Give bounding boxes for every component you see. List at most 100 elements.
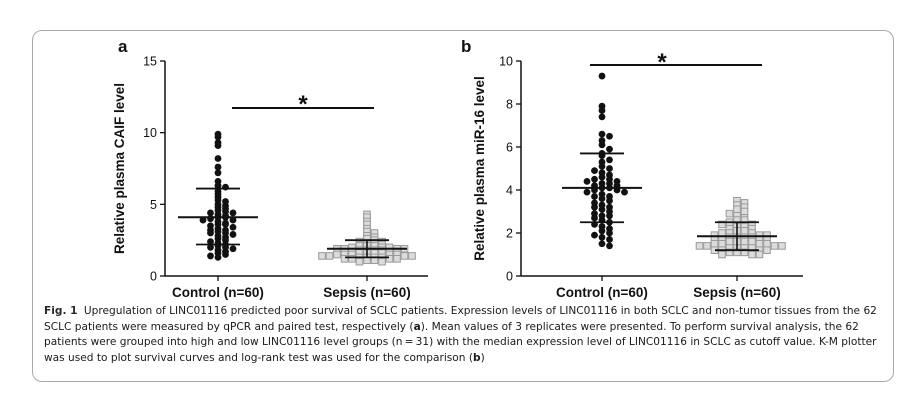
data-point — [718, 239, 726, 248]
data-point — [583, 178, 591, 185]
data-point — [725, 248, 734, 257]
data-point — [348, 255, 356, 263]
data-point — [770, 242, 779, 250]
data-point — [591, 214, 598, 222]
significance-star: * — [657, 49, 667, 76]
data-point — [740, 227, 749, 235]
y-tick-label: 5 — [150, 198, 157, 212]
data-point — [222, 221, 229, 228]
y-axis-title: Relative plasma CAIF level — [112, 83, 127, 254]
data-point — [214, 133, 222, 141]
data-point — [778, 242, 786, 250]
y-tick-label: 2 — [506, 227, 513, 241]
data-point — [591, 203, 598, 211]
data-point — [229, 216, 237, 224]
y-tick-label: 6 — [506, 141, 513, 155]
data-point — [591, 193, 598, 200]
data-point — [598, 72, 606, 80]
data-point — [408, 252, 416, 260]
data-point — [606, 132, 613, 140]
data-point — [718, 220, 726, 229]
x-tick-label: Sepsis (n=60) — [323, 285, 410, 300]
caption-ref-b: b — [472, 351, 481, 364]
data-point — [207, 252, 214, 260]
chart-panel-b: b Relative plasma miR-16 level 0 2 4 6 8 10 Cont… — [461, 37, 803, 300]
data-point — [318, 252, 326, 260]
caption-text-end: ) — [480, 351, 485, 364]
y-tick-label: 8 — [506, 98, 513, 112]
data-point — [591, 167, 598, 175]
data-point — [214, 155, 222, 162]
data-point — [606, 145, 613, 153]
data-point — [222, 183, 229, 191]
y-axis-title: Relative plasma miR-16 level — [472, 76, 487, 261]
caption-label: Fig. 1 — [44, 305, 78, 317]
caption-text-main: Upregulation of LINC01116 predicted poor… — [44, 305, 877, 333]
data-point — [606, 242, 613, 250]
data-point — [583, 188, 591, 196]
x-tick-label: Sepsis (n=60) — [693, 285, 780, 300]
data-point — [207, 238, 214, 246]
data-point — [755, 250, 764, 259]
data-point — [340, 255, 349, 263]
x-tick-label: Control (n=60) — [556, 285, 648, 300]
data-point — [207, 209, 214, 217]
data-point — [733, 205, 741, 214]
data-point — [740, 207, 749, 216]
y-tick-label: 10 — [143, 126, 157, 140]
caption-text-mid: ). Mean values of 3 replicates were pres… — [44, 320, 877, 364]
data-point — [763, 239, 771, 248]
data-point — [703, 242, 711, 250]
data-point — [207, 229, 214, 237]
data-point — [591, 175, 598, 183]
y-tick-label: 10 — [499, 55, 513, 69]
data-point — [621, 188, 628, 196]
data-point — [598, 113, 606, 121]
data-point — [606, 156, 613, 164]
data-point — [763, 246, 771, 254]
figure-frame — [32, 30, 894, 382]
data-point — [214, 163, 222, 171]
data-point — [222, 251, 229, 258]
data-point — [748, 250, 756, 259]
data-point — [755, 239, 764, 248]
data-point — [725, 237, 734, 246]
y-tick-label: 0 — [150, 270, 157, 284]
data-point — [606, 236, 613, 243]
y-tick-label: 4 — [506, 184, 513, 198]
data-point — [598, 240, 606, 248]
data-point — [199, 216, 207, 224]
data-point — [378, 257, 386, 266]
data-point — [740, 237, 749, 246]
data-point — [591, 231, 598, 239]
data-point — [333, 250, 341, 259]
data-point — [598, 227, 606, 235]
data-point — [393, 255, 401, 263]
data-point — [606, 212, 613, 220]
data-point — [606, 165, 613, 172]
data-point — [214, 182, 222, 190]
data-point — [229, 231, 237, 238]
y-tick-label: 15 — [143, 55, 157, 69]
significance-star: * — [298, 91, 308, 118]
data-point — [598, 233, 606, 241]
data-point — [725, 209, 734, 218]
y-tick-label: 0 — [506, 270, 513, 284]
data-point — [385, 255, 394, 263]
data-point — [598, 130, 606, 138]
figure-caption: Fig. 1 Upregulation of LINC01116 predict… — [44, 304, 886, 366]
data-point — [214, 169, 222, 177]
data-point — [695, 242, 704, 250]
data-point — [710, 239, 719, 248]
panel-label: b — [461, 37, 471, 56]
data-point — [214, 253, 222, 261]
data-point — [355, 257, 364, 266]
data-point — [229, 245, 237, 253]
data-point — [229, 209, 237, 217]
data-point — [214, 142, 222, 149]
data-point — [598, 141, 606, 149]
panel-label: a — [118, 37, 128, 56]
data-point — [740, 248, 749, 257]
data-point — [606, 197, 613, 205]
